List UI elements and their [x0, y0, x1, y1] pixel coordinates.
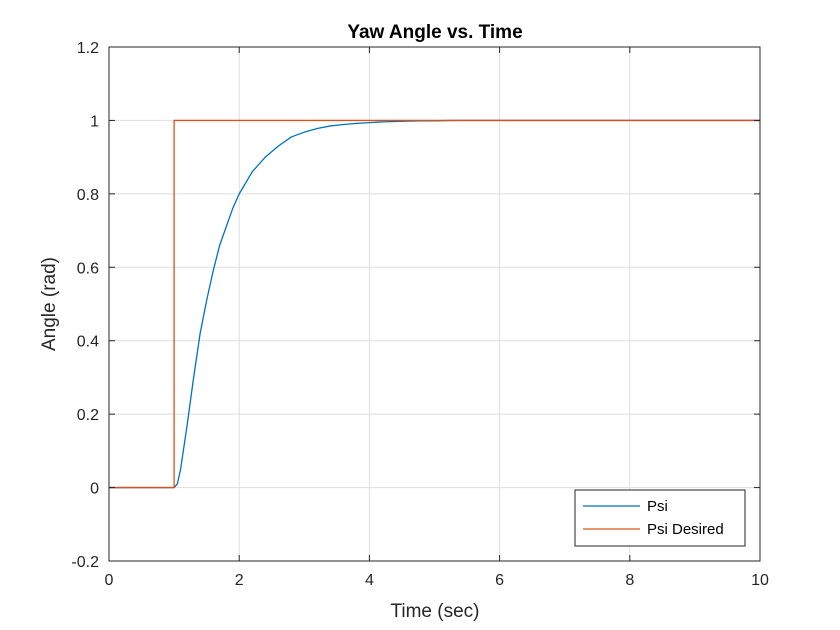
axes-box: [108, 46, 761, 562]
legend: Psi Psi Desired: [574, 489, 746, 547]
legend-label-psi-desired: Psi Desired: [647, 521, 724, 538]
ticks: 0 2 4 6 8 10 -0.2 0 0.2 0.4 0.6 0.8 1 1.2: [71, 40, 769, 589]
x-tick-label: 6: [495, 572, 504, 589]
y-tick-label: 0.6: [77, 260, 99, 277]
legend-box: [574, 489, 746, 547]
x-tick-label: 0: [105, 572, 114, 589]
plot-area: [109, 47, 760, 561]
y-tick-label: 0.2: [77, 407, 99, 424]
legend-label-psi: Psi: [647, 498, 668, 515]
series-line-psi-desired: [109, 119, 760, 489]
x-axis-label: Time (sec): [390, 601, 479, 622]
y-tick-label: 1: [90, 113, 99, 130]
y-tick-label: 0: [90, 481, 99, 498]
y-tick-label: 1.2: [77, 40, 99, 57]
x-tick-label: 10: [751, 572, 769, 589]
x-tick-label: 2: [235, 572, 244, 589]
y-tick-label: -0.2: [71, 554, 99, 571]
series-layer: [109, 119, 760, 489]
x-tick-label: 4: [365, 572, 374, 589]
chart-title: Yaw Angle vs. Time: [347, 22, 522, 43]
y-tick-label: 0.4: [77, 334, 99, 351]
y-tick-label: 0.8: [77, 187, 99, 204]
x-tick-label: 8: [625, 572, 634, 589]
y-axis-label: Angle (rad): [39, 257, 60, 351]
